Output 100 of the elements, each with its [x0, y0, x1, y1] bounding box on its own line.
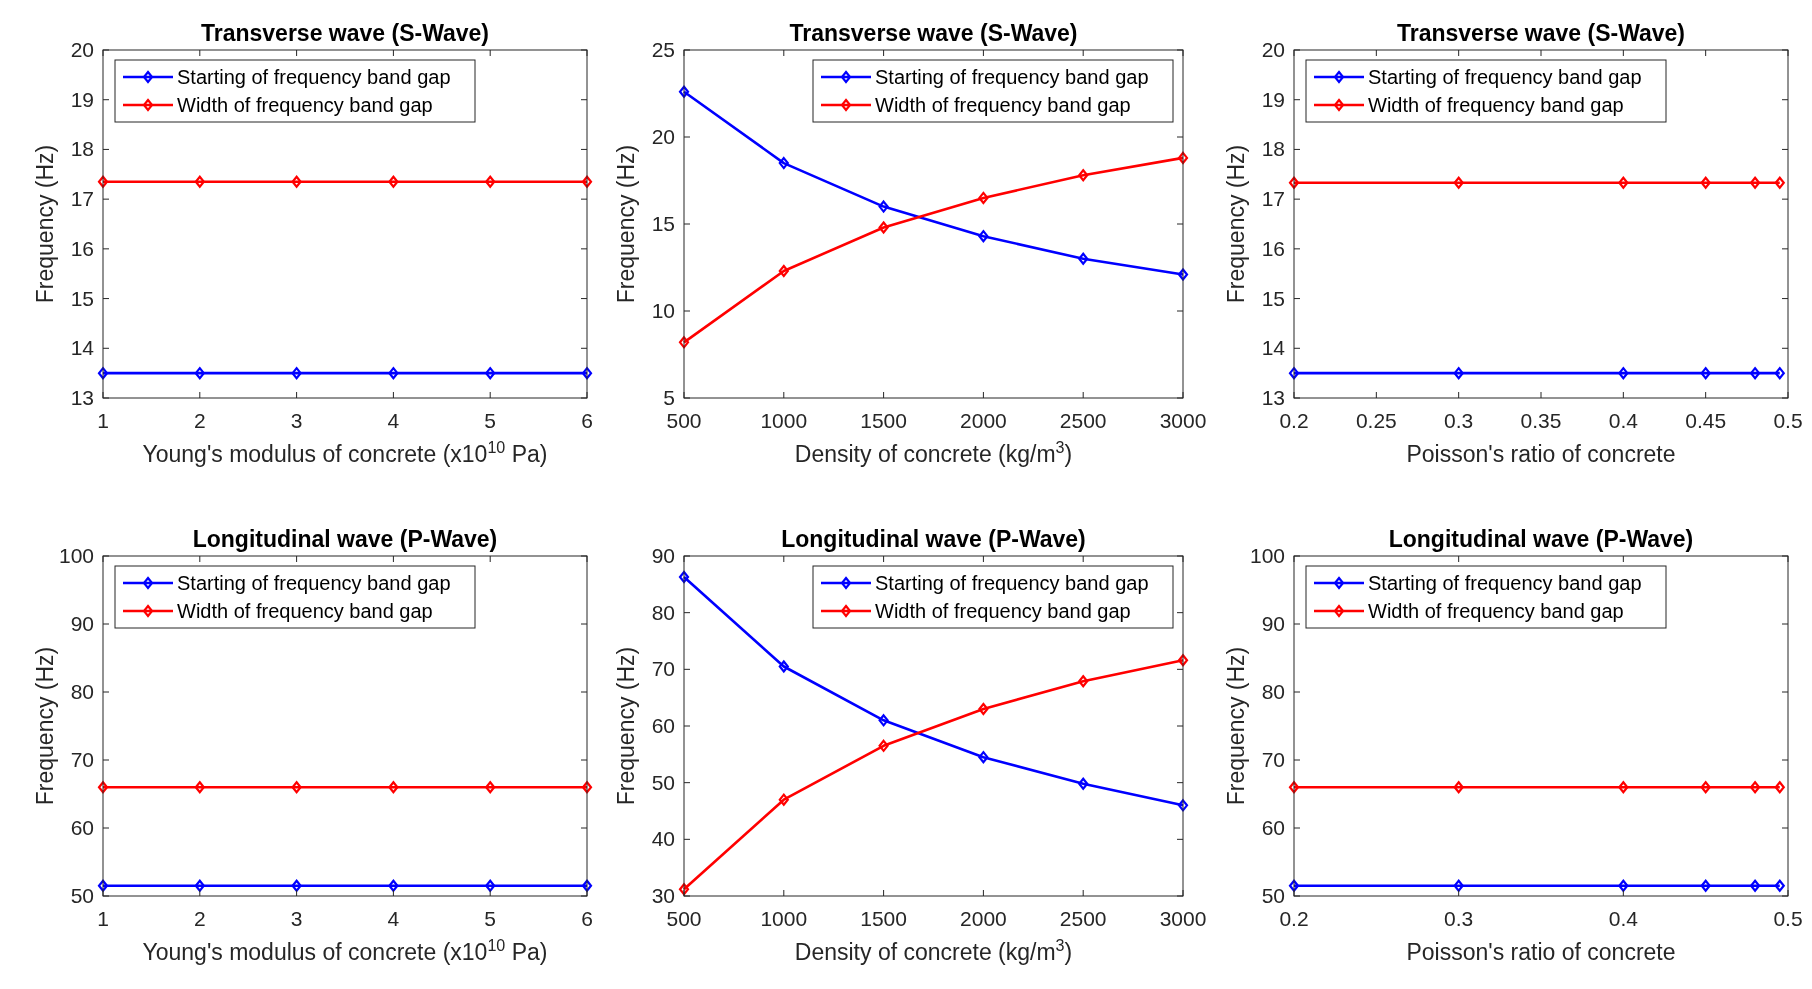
- chart-title: Longitudinal wave (P-Wave): [781, 526, 1086, 552]
- x-tick-label: 0.5: [1773, 907, 1803, 930]
- x-tick-label: 5: [484, 409, 497, 432]
- y-tick-label: 10: [651, 299, 675, 322]
- point: [778, 264, 789, 278]
- x-axis-title: Poisson's ratio of concrete: [1406, 939, 1676, 965]
- point: [1177, 268, 1189, 281]
- x-axis-title: Young's modulus of concrete (x10$^{10}$ Pa): [142, 936, 548, 965]
- x-tick-label: 0.35: [1520, 409, 1562, 432]
- y-tick-label: 100: [58, 544, 94, 567]
- point: [778, 157, 789, 170]
- point: [1078, 675, 1089, 688]
- y-tick-label: 15: [651, 212, 675, 235]
- y-tick-label: 20: [70, 38, 94, 61]
- y-tick-label: 60: [1261, 816, 1285, 839]
- y-tick-label: 30: [651, 884, 675, 907]
- x-tick-label: 1000: [760, 409, 808, 432]
- x-tick-label: 1000: [760, 907, 808, 930]
- point: [978, 751, 989, 764]
- y-tick-label: 70: [1261, 748, 1285, 771]
- x-tick-label: 6: [581, 907, 593, 930]
- x-tick-label: 500: [666, 907, 702, 930]
- y-tick-label: 5: [663, 386, 675, 409]
- y-axis-title: Frequency (Hz): [32, 646, 58, 806]
- x-tick-label: 3000: [1159, 409, 1207, 432]
- y-tick-label: 20: [1261, 38, 1285, 61]
- y-tick-label: 100: [1249, 544, 1285, 567]
- x-tick-label: 4: [387, 409, 400, 432]
- y-tick-label: 50: [70, 884, 94, 907]
- x-tick-label: 2000: [960, 907, 1007, 930]
- point: [1078, 252, 1089, 265]
- point: [778, 660, 789, 673]
- legend-label: Width of frequency band gap: [875, 94, 1131, 116]
- legend-label: Width of frequency band gap: [1368, 94, 1624, 116]
- x-tick-label: 3: [290, 409, 303, 432]
- y-tick-label: 13: [70, 386, 94, 409]
- point: [678, 85, 690, 98]
- y-tick-label: 50: [651, 770, 675, 794]
- point: [1177, 799, 1189, 812]
- chart-title: Transverse wave (S-Wave): [200, 20, 490, 46]
- y-tick-label: 19: [1261, 87, 1285, 111]
- legend-label: Width of frequency band gap: [1368, 600, 1624, 622]
- x-tick-label: 0.4: [1608, 409, 1639, 432]
- y-tick-label: 70: [70, 748, 94, 771]
- x-tick-label: 3000: [1159, 907, 1207, 930]
- y-tick-label: 14: [70, 336, 95, 360]
- y-axis-title: Frequency (Hz): [32, 144, 58, 304]
- x-tick-label: 2500: [1059, 907, 1107, 930]
- point: [1078, 169, 1089, 182]
- x-tick-label: 6: [581, 409, 593, 432]
- x-tick-label: 0.3: [1444, 907, 1474, 930]
- y-tick-label: 17: [1261, 187, 1285, 211]
- x-axis-title: Density of concrete (kg/m$^{3}$): [794, 936, 1073, 965]
- y-tick-label: 80: [70, 680, 94, 703]
- y-tick-label: 16: [70, 236, 94, 260]
- point: [678, 570, 690, 584]
- legend-label: Width of frequency band gap: [177, 94, 433, 116]
- y-tick-label: 14: [1261, 336, 1286, 360]
- x-tick-label: 0.2: [1279, 907, 1309, 930]
- x-tick-label: 1: [97, 409, 109, 432]
- y-axis-title: Frequency (Hz): [1223, 144, 1249, 304]
- y-tick-label: 90: [70, 612, 94, 635]
- chart-title: Transverse wave (S-Wave): [1396, 20, 1686, 46]
- y-tick-label: 40: [651, 827, 675, 851]
- legend-label: Starting of frequency band gap: [177, 66, 451, 88]
- y-tick-label: 25: [651, 38, 675, 61]
- y-axis-title: Frequency (Hz): [613, 144, 639, 304]
- y-tick-label: 15: [70, 286, 94, 310]
- point: [1177, 151, 1189, 164]
- x-tick-label: 2500: [1059, 409, 1107, 432]
- y-tick-label: 60: [70, 816, 94, 839]
- x-tick-label: 1: [97, 907, 109, 930]
- chart-title: Longitudinal wave (P-Wave): [192, 526, 498, 552]
- y-axis-title: Frequency (Hz): [1223, 646, 1249, 806]
- point: [978, 191, 989, 204]
- y-tick-label: 50: [1261, 884, 1285, 907]
- point: [978, 230, 989, 243]
- y-tick-label: 90: [651, 544, 675, 567]
- y-tick-label: 16: [1261, 236, 1285, 260]
- y-tick-label: 80: [651, 600, 675, 624]
- x-tick-label: 0.4: [1608, 907, 1639, 930]
- x-tick-label: 0.25: [1355, 409, 1397, 432]
- y-tick-label: 20: [651, 125, 675, 148]
- point: [878, 714, 889, 727]
- x-tick-label: 0.3: [1444, 409, 1474, 432]
- y-tick-label: 15: [1261, 286, 1285, 310]
- x-axis-title: Density of concrete (kg/m$^{3}$): [794, 438, 1073, 467]
- x-axis-title: Poisson's ratio of concrete: [1406, 441, 1676, 467]
- legend-label: Starting of frequency band gap: [1368, 572, 1642, 594]
- x-tick-label: 0.45: [1685, 409, 1727, 432]
- point: [878, 739, 889, 752]
- legend-label: Starting of frequency band gap: [875, 66, 1149, 88]
- point: [678, 883, 690, 896]
- y-tick-label: 70: [651, 657, 675, 681]
- y-tick-label: 19: [70, 87, 94, 111]
- y-tick-label: 18: [1261, 137, 1285, 161]
- y-tick-label: 80: [1261, 680, 1285, 703]
- x-tick-label: 1500: [860, 409, 907, 432]
- y-tick-label: 90: [1261, 612, 1285, 635]
- point: [878, 221, 889, 234]
